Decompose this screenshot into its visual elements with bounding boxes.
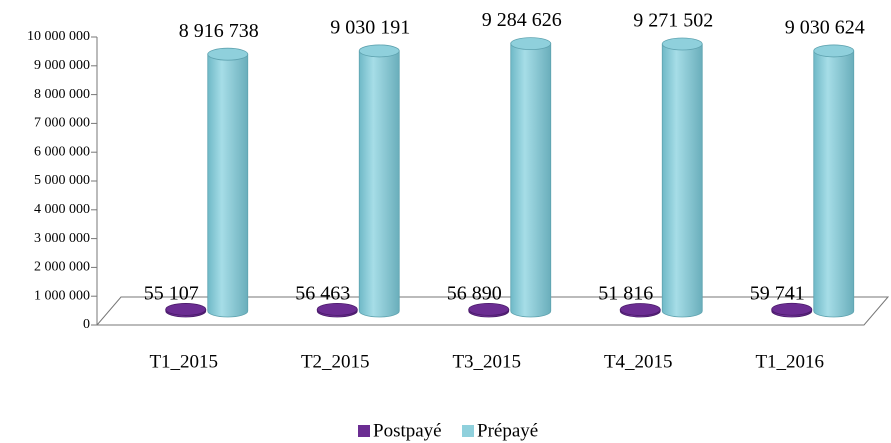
y-tick-label: 10 000 000 [27, 29, 90, 44]
cylinder-body [661, 43, 703, 318]
cylinder-top [165, 303, 207, 316]
legend-swatch [358, 425, 370, 437]
x-tick-label: T1_2016 [755, 351, 824, 372]
cylinder-top [813, 44, 855, 58]
value-label: 56 890 [447, 283, 502, 305]
y-tick-label: 5 000 000 [34, 173, 90, 188]
y-tick-label: 1 000 000 [34, 288, 90, 303]
x-tick-label: T1_2015 [149, 351, 218, 372]
cylinder-body [358, 50, 400, 318]
cylinder-top [468, 302, 510, 316]
cylinder-top [316, 302, 358, 316]
legend-swatch [462, 425, 474, 437]
legend-label: Prépayé [477, 420, 538, 441]
cylinder-top [207, 47, 249, 61]
cylinder-top [619, 303, 661, 316]
value-label: 8 916 738 [179, 20, 259, 42]
y-tick-label: 8 000 000 [34, 87, 90, 102]
cylinder-top [771, 302, 813, 316]
cylinder-top [661, 37, 703, 51]
value-label: 51 816 [598, 283, 653, 305]
floor [95, 296, 890, 326]
value-label: 56 463 [295, 283, 350, 305]
y-tick-label: 2 000 000 [34, 260, 90, 275]
x-tick-label: T3_2015 [452, 351, 521, 372]
value-label: 9 271 502 [633, 10, 713, 32]
y-tick-label: 4 000 000 [34, 202, 90, 217]
cylinder-body [207, 53, 249, 318]
cylinder-body [510, 43, 552, 318]
cylinder-body [813, 50, 855, 318]
value-label: 9 284 626 [482, 9, 562, 31]
value-label: 9 030 624 [785, 17, 865, 39]
x-tick-label: T2_2015 [301, 351, 370, 372]
y-tick-label: 0 [83, 317, 90, 332]
value-label: 55 107 [144, 283, 199, 305]
y-tick-label: 3 000 000 [34, 231, 90, 246]
value-label: 59 741 [750, 283, 805, 305]
legend-label: Postpayé [373, 420, 442, 441]
value-label: 9 030 191 [330, 17, 410, 39]
cylinder-top [510, 37, 552, 51]
y-tick-label: 9 000 000 [34, 58, 90, 73]
cylinder-top [358, 44, 400, 58]
x-tick-label: T4_2015 [604, 351, 673, 372]
y-tick-label: 6 000 000 [34, 144, 90, 159]
y-tick-label: 7 000 000 [34, 116, 90, 131]
